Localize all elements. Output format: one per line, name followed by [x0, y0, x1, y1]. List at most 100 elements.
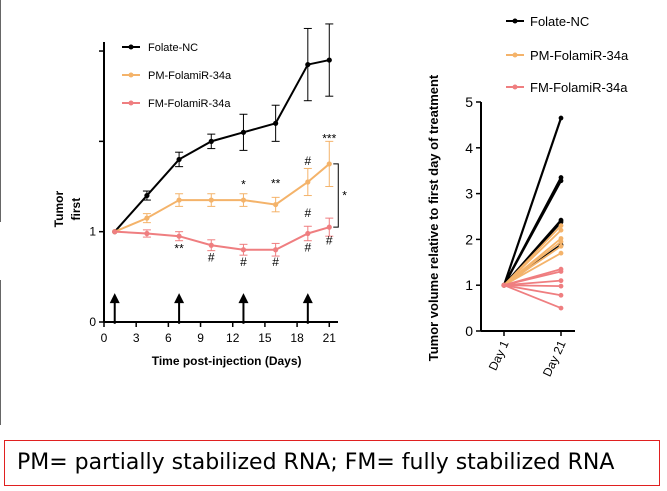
caption-text: PM= partially stabilized RNA; FM= fully … [17, 450, 615, 475]
data-point [176, 156, 182, 163]
data-point [326, 57, 332, 63]
data-point [144, 192, 150, 199]
y-axis-label-part: Tumor [52, 191, 66, 228]
data-point [273, 120, 279, 126]
data-point [208, 197, 214, 203]
data-point [208, 138, 214, 144]
legend-b-swatch-marker [512, 52, 518, 58]
x-tick-label-b: Day 21 [540, 338, 569, 379]
legend-b-swatch-marker [512, 84, 518, 90]
significance-mark: # [304, 206, 311, 220]
data-point [240, 197, 247, 203]
data-point [305, 179, 311, 185]
data-point [176, 197, 182, 203]
data-point [273, 247, 279, 253]
significance-mark: # [304, 154, 311, 168]
paired-line [503, 229, 562, 286]
paired-line [503, 284, 562, 309]
paired-point [558, 223, 564, 229]
legend-b-label: FM-FolamiR-34a [530, 80, 628, 95]
y-tick-label-b: 1 [465, 277, 473, 293]
x-axis-label: Time post-injection (Days) [152, 354, 302, 368]
series-line-1 [114, 163, 330, 233]
legend-label: Folate-NC [148, 42, 198, 54]
paired-line [503, 284, 562, 288]
data-point [240, 129, 247, 135]
legend-b-label: Folate-NC [530, 14, 589, 29]
significance-mark: ** [271, 176, 281, 190]
data-point [273, 201, 279, 208]
x-tick-label: 12 [226, 331, 240, 345]
paired-line [503, 284, 562, 297]
y-tick-label: 0 [89, 315, 96, 329]
y-tick-label-b: 0 [465, 323, 473, 339]
paired-point [558, 269, 564, 274]
significance-mark: # [240, 255, 247, 269]
paired-point [558, 278, 564, 284]
paired-point [558, 250, 564, 256]
x-tick-label-b: Day 1 [486, 338, 512, 373]
y-tick-label: 1 [89, 225, 96, 239]
series-line-2 [114, 226, 330, 251]
legend-label: FM-FolamiR-34a [148, 98, 231, 110]
x-tick-label: 6 [165, 331, 172, 345]
x-tick-label: 21 [323, 331, 337, 345]
paired-point [558, 292, 564, 298]
injection-arrow-head [238, 293, 249, 304]
paired-point [558, 243, 564, 249]
y-tick-label-b: 4 [465, 140, 473, 156]
significance-mark: * [241, 177, 246, 191]
data-point [326, 161, 332, 167]
paired-point [558, 178, 564, 184]
legend-label: PM-FolamiR-34a [148, 70, 232, 82]
x-tick-label: 0 [101, 331, 108, 345]
injection-arrow-head [109, 293, 120, 304]
y-tick-label-b: 2 [465, 231, 473, 247]
y-tick-label-b: 5 [465, 94, 473, 110]
injection-arrow-head [174, 293, 185, 304]
y-axis-label-part: first [69, 198, 83, 221]
legend-b-swatch-marker [512, 18, 518, 24]
bracket-mark: * [342, 189, 347, 203]
left-crop-edge-lower [0, 280, 1, 425]
x-tick-label: 15 [258, 331, 272, 345]
injection-arrow-head [302, 293, 313, 304]
series-line-0 [113, 59, 330, 233]
caption-box: PM= partially stabilized RNA; FM= fully … [4, 440, 660, 486]
x-tick-label: 18 [290, 331, 304, 345]
x-tick-label: 3 [133, 331, 140, 345]
significance-mark: *** [322, 131, 336, 145]
paired-point [501, 282, 507, 288]
legend-swatch-marker [128, 44, 134, 50]
paired-point [558, 219, 564, 225]
significance-mark: ** [174, 241, 184, 255]
y-tick-label-b: 3 [465, 186, 473, 202]
paired-line [503, 279, 562, 287]
data-point [305, 230, 311, 237]
data-point [208, 242, 214, 248]
paired-point [558, 305, 564, 311]
significance-mark: # [326, 233, 333, 247]
data-point [112, 229, 118, 235]
paired-line [503, 252, 562, 286]
paired-point [558, 115, 564, 121]
significance-mark: # [272, 255, 279, 269]
left-crop-edge [0, 0, 1, 222]
data-point [176, 233, 182, 239]
significance-mark: # [304, 241, 311, 255]
paired-line [503, 180, 562, 286]
paired-point [558, 239, 564, 245]
legend-swatch-marker [128, 72, 134, 78]
legend-b-label: PM-FolamiR-34a [530, 48, 629, 63]
y-axis-label-b: Tumor volume relative to first day of tr… [426, 74, 441, 361]
data-point [305, 61, 311, 68]
data-point [240, 247, 247, 253]
paired-point [558, 283, 564, 289]
x-tick-label: 9 [197, 331, 204, 345]
legend-swatch-marker [128, 100, 134, 106]
paired-line [503, 245, 562, 286]
significance-bracket [333, 163, 339, 228]
significance-mark: # [208, 250, 215, 264]
paired-line [503, 270, 562, 287]
